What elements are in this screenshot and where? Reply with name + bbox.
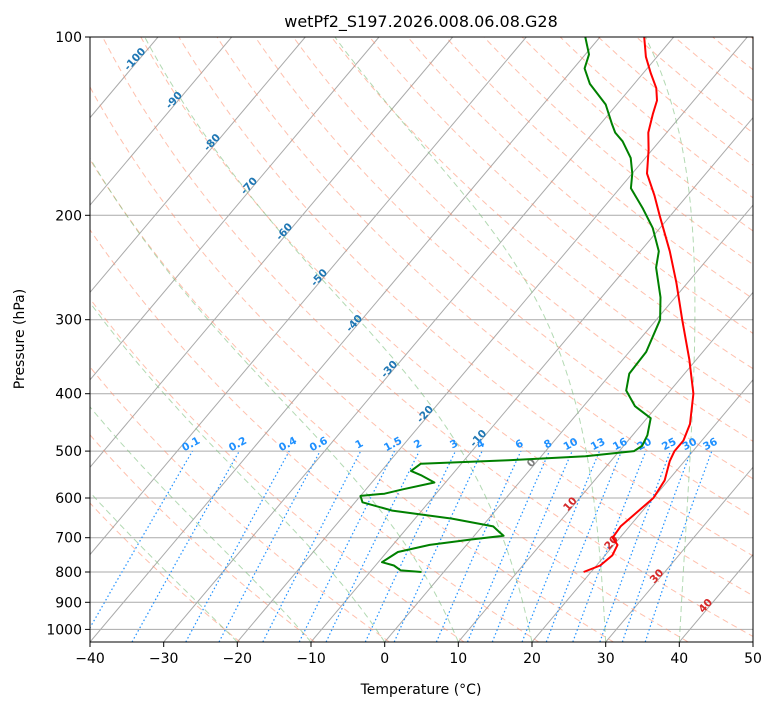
mixing-ratio-labels: 0.1 0.2 0.4 0.6 1 1.5 2 3 4 6 8 10 13 16 20 25 30 36: [180, 435, 720, 454]
y-tick-label: 500: [55, 444, 82, 460]
x-tick-label: −20: [223, 651, 253, 667]
dry-adiabat: [483, 37, 753, 266]
y-tick-label: 900: [55, 595, 82, 611]
dewpoint-profile-line: [359, 37, 662, 573]
isotherm-line: [90, 37, 306, 294]
plot-area: -100-90-80-70-60-50-40-30-20-10010203040…: [90, 37, 753, 642]
moist-adiabat: [645, 37, 696, 642]
isotherm-line: [90, 37, 527, 556]
mixing-ratio-line: [599, 450, 672, 642]
isotherm-line: [90, 37, 233, 206]
y-tick-label: 300: [55, 313, 82, 329]
dry-adiabat: [559, 37, 753, 199]
isotherm-line: [457, 291, 753, 642]
chart-title: wetPf2_S197.2026.008.06.08.G28: [284, 12, 558, 32]
mixing-ratio-line: [435, 450, 522, 642]
dry-adiabat: [521, 37, 753, 232]
moist-adiabat: [144, 37, 533, 642]
x-tick-label: 40: [670, 651, 688, 667]
isotherm-line: [90, 37, 380, 381]
y-tick-label: 600: [55, 491, 82, 507]
mixing-ratio-line: [185, 450, 290, 642]
isotherm-line: [90, 37, 601, 642]
x-axis-ticks: −40 −30 −20 −10 0 10 20 30 40 50: [75, 642, 762, 667]
x-tick-label: −40: [75, 651, 105, 667]
y-tick-label: 1000: [46, 622, 82, 638]
isotherm-line: [531, 379, 753, 642]
x-tick-label: 30: [597, 651, 615, 667]
x-tick-label: −30: [149, 651, 179, 667]
mixing-ratio-lines: [90, 450, 713, 642]
isotherm-line: [605, 466, 753, 642]
mixing-ratio-line: [491, 450, 573, 642]
dry-adiabat: [369, 37, 753, 370]
x-tick-label: 20: [523, 651, 541, 667]
isotherm-lines: [90, 37, 753, 642]
mixing-ratio-line: [131, 450, 240, 642]
mixing-ratio-line: [466, 450, 551, 642]
dry-adiabat: [597, 37, 753, 166]
y-axis-label: Pressure (hPa): [12, 289, 28, 389]
temperature-profile-line: [583, 37, 695, 573]
dry-adiabat: [254, 37, 753, 480]
mixing-ratio-line: [621, 450, 692, 642]
isotherm-line: [384, 204, 753, 642]
x-axis-label: Temperature (°C): [360, 682, 482, 698]
dry-adiabat: [90, 502, 241, 642]
dry-adiabat: [90, 228, 540, 642]
x-tick-label: 0: [380, 651, 389, 667]
y-tick-label: 400: [55, 387, 82, 403]
isotherm-line: [90, 37, 454, 469]
mixing-ratio-line: [364, 450, 457, 642]
isotherm-line: [310, 116, 753, 642]
mixing-ratio-line: [393, 450, 483, 642]
mixing-ratio-line: [90, 450, 194, 629]
dry-adiabat: [90, 366, 390, 642]
dry-adiabat: [178, 37, 753, 557]
moist-adiabat: [90, 157, 459, 642]
moist-adiabats: [90, 37, 696, 642]
dry-adiabats: [90, 37, 753, 642]
moist-adiabat: [90, 406, 312, 642]
isotherm-line: [236, 37, 748, 642]
mixing-ratio-line: [644, 450, 713, 642]
x-tick-label: −10: [296, 651, 326, 667]
dry-adiabat: [102, 37, 753, 638]
y-tick-label: 700: [55, 531, 82, 547]
profile-series: [359, 37, 695, 573]
y-axis-ticks: 100 200 300 400 500 600 700 800 900 1000: [46, 30, 90, 638]
dry-adiabat: [140, 37, 753, 597]
x-tick-label: 10: [449, 651, 467, 667]
y-tick-label: 800: [55, 565, 82, 581]
x-tick-label: 50: [744, 651, 762, 667]
moist-adiabat: [334, 37, 607, 642]
plot-frame: [89, 36, 754, 643]
mixing-ratio-line: [325, 450, 420, 642]
y-tick-label: 200: [55, 208, 82, 224]
y-tick-label: 100: [55, 30, 82, 46]
dry-adiabat: [292, 37, 753, 442]
moist-adiabat: [90, 301, 386, 642]
dry-adiabat: [331, 37, 753, 406]
